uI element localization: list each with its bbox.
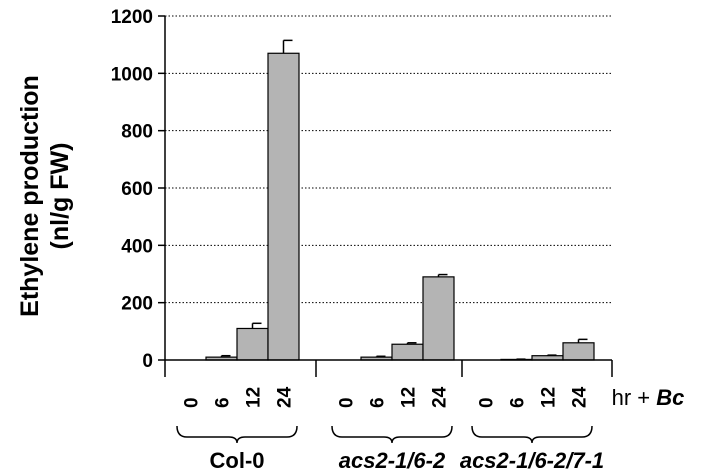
x-tick-label: 12 bbox=[244, 387, 265, 408]
group-labels: Col-0 acs2-1/6-2 acs2-1/6-2/7-1 bbox=[210, 448, 605, 473]
group-brace bbox=[176, 425, 298, 444]
y-tick-label: 0 bbox=[142, 351, 153, 372]
bar bbox=[422, 276, 455, 361]
group-braces bbox=[176, 425, 593, 444]
bar bbox=[267, 52, 300, 361]
x-tick-label: 12 bbox=[539, 387, 560, 408]
x-unit-prefix: hr + bbox=[612, 385, 657, 410]
y-tick-label: 200 bbox=[121, 294, 153, 315]
x-tick-label: 24 bbox=[570, 386, 591, 408]
y-axis-label-line2: (nl/g FW) bbox=[46, 143, 74, 250]
x-unit-italic: Bc bbox=[656, 385, 684, 410]
y-tick-label: 600 bbox=[121, 179, 153, 200]
y-tick-label: 400 bbox=[121, 236, 153, 257]
x-tick-label: 0 bbox=[337, 397, 358, 408]
bar bbox=[562, 342, 595, 361]
x-tick-label: 6 bbox=[213, 397, 234, 408]
x-tick-label: 12 bbox=[399, 387, 420, 408]
group-label: acs2-1/6-2 bbox=[339, 448, 446, 473]
x-tick-label: 6 bbox=[368, 397, 389, 408]
group-brace bbox=[471, 425, 593, 444]
bar bbox=[391, 343, 424, 361]
x-tick-labels: 0 6 12 24 0 6 12 24 0 6 12 24 bbox=[182, 386, 591, 408]
group-brace bbox=[331, 425, 453, 444]
bars bbox=[205, 39, 595, 361]
x-tick-label: 0 bbox=[182, 397, 203, 408]
axes bbox=[158, 15, 613, 377]
x-tick-label: 6 bbox=[508, 397, 529, 408]
y-tick-label: 800 bbox=[121, 122, 153, 143]
gridlines bbox=[165, 15, 612, 304]
y-tick-label: 1200 bbox=[111, 7, 153, 28]
x-tick-label: 24 bbox=[275, 386, 296, 408]
y-axis-label-line1: Ethylene production bbox=[16, 75, 44, 317]
y-tick-labels: 0 200 400 600 800 1000 1200 bbox=[111, 7, 153, 372]
group-label: acs2-1/6-2/7-1 bbox=[460, 448, 604, 473]
y-tick-label: 1000 bbox=[111, 64, 153, 85]
x-tick-label: 0 bbox=[477, 397, 498, 408]
bar bbox=[236, 327, 269, 361]
group-label: Col-0 bbox=[210, 448, 265, 473]
x-unit-label: hr + Bc bbox=[612, 385, 685, 410]
x-tick-label: 24 bbox=[430, 386, 451, 408]
